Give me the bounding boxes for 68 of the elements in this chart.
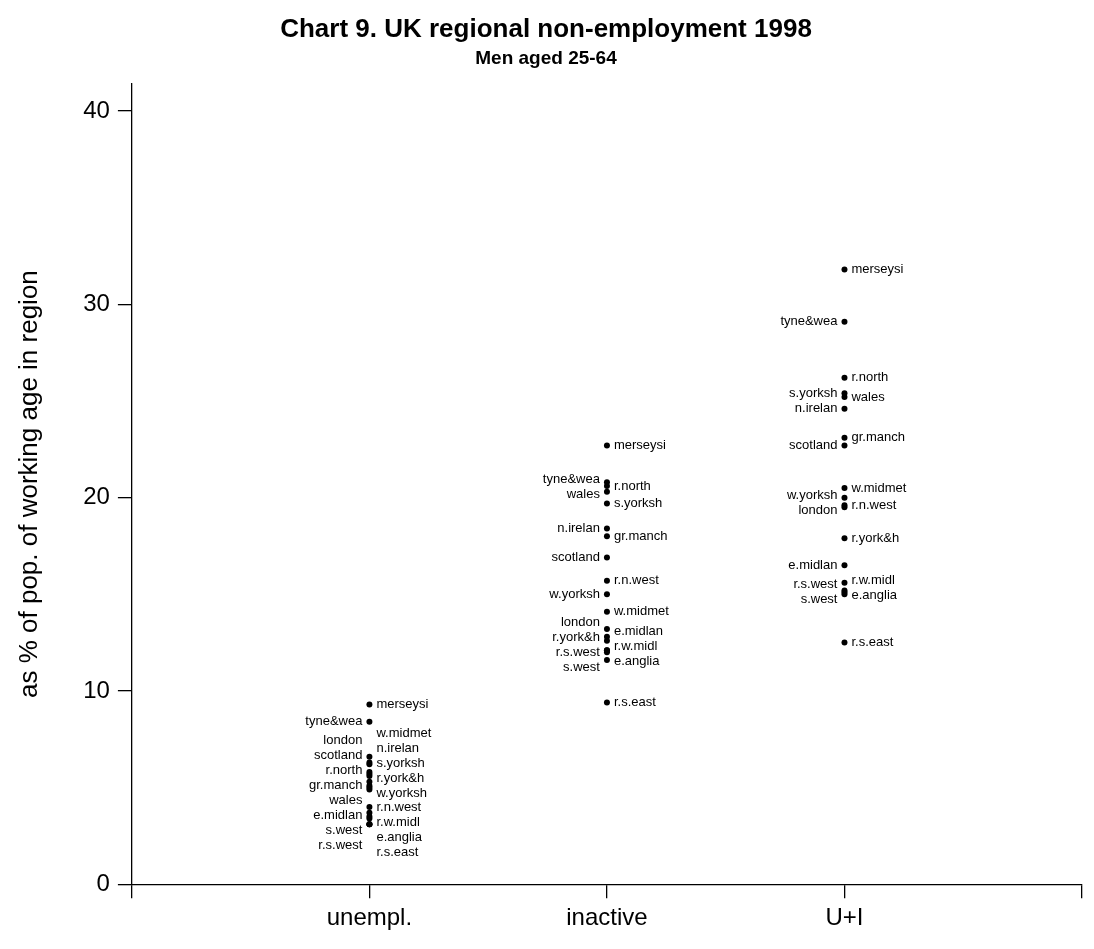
- y-tick-label: 0: [96, 868, 110, 896]
- y-tick-label: 20: [83, 482, 110, 510]
- text: e.midlan: [788, 556, 838, 572]
- text: s.yorksh: [376, 754, 425, 770]
- text: s.yorksh: [789, 384, 838, 400]
- text: r.york&h: [552, 629, 600, 645]
- text: w.yorksh: [786, 486, 838, 502]
- text: s.west: [800, 591, 838, 607]
- chart-subtitle: Men aged 25-64: [475, 46, 618, 68]
- text: merseysi: [376, 696, 429, 712]
- y-tick-label: 40: [83, 95, 110, 123]
- text: r.s.east: [376, 844, 419, 860]
- y-axis-title: as % of pop. of working age in region: [12, 270, 43, 699]
- series-label: r.north: [613, 477, 651, 493]
- text: tyne&wea: [780, 313, 838, 329]
- series-label: e.midlan: [613, 623, 664, 639]
- text: n.irelan: [376, 739, 420, 755]
- text: r.s.west: [793, 576, 838, 592]
- x-tick-label: inactive: [566, 903, 648, 931]
- series-label: s.west: [563, 659, 601, 675]
- series-label: e.anglia: [613, 653, 661, 669]
- series-label: r.s.east: [613, 694, 657, 710]
- series-label: london: [560, 614, 600, 630]
- x-tick-label: unempl.: [326, 903, 413, 931]
- text: s.west: [325, 821, 363, 837]
- series-label: w.yorksh: [548, 585, 600, 601]
- text: merseysi: [851, 261, 904, 277]
- y-tick-label: 10: [83, 675, 110, 703]
- text: r.w.midl: [851, 571, 895, 587]
- text: scotland: [789, 437, 838, 453]
- x-tick-label: U+I: [825, 903, 864, 931]
- text: r.s.east: [851, 634, 894, 650]
- text: wales: [566, 486, 600, 502]
- text: r.york&h: [376, 769, 425, 785]
- series-label: w.midmet: [612, 603, 670, 619]
- series-label: gr.manch: [613, 527, 668, 543]
- y-tick-label: 30: [83, 288, 110, 316]
- series-label: r.n.west: [376, 799, 422, 815]
- series-label: r.s.west: [555, 644, 601, 660]
- text: w.midmet: [851, 479, 907, 495]
- text: n.irelan: [794, 400, 838, 416]
- text: tyne&wea: [542, 471, 600, 487]
- text: r.north: [851, 369, 889, 385]
- text: e.midlan: [313, 806, 363, 822]
- text: gr.manch: [851, 429, 905, 445]
- text: w.yorksh: [376, 784, 427, 800]
- text: w.midmet: [376, 724, 432, 740]
- chart-title: Chart 9. UK regional non-employment 1998: [280, 12, 812, 43]
- text: london: [798, 501, 838, 517]
- text: r.s.west: [318, 836, 363, 852]
- series-label: tyne&wea: [305, 713, 364, 729]
- text: gr.manch: [308, 776, 363, 792]
- text: r.n.west: [613, 572, 659, 588]
- series-label: wales: [850, 388, 886, 404]
- text: r.w.midl: [613, 638, 658, 654]
- series-label: r.york&h: [851, 529, 900, 545]
- series-label: n.irelan: [557, 520, 600, 536]
- series-label: merseysi: [613, 437, 667, 453]
- text: r.north: [325, 761, 363, 777]
- text: london: [323, 731, 363, 747]
- series-label: s.yorksh: [613, 495, 663, 511]
- text: wales: [329, 791, 363, 807]
- text: r.n.west: [851, 496, 897, 512]
- text: scotland: [314, 746, 363, 762]
- series-label: scotland: [551, 549, 600, 565]
- series-label: r.w.midl: [376, 814, 420, 830]
- text: e.anglia: [851, 586, 898, 602]
- text: e.anglia: [376, 829, 422, 845]
